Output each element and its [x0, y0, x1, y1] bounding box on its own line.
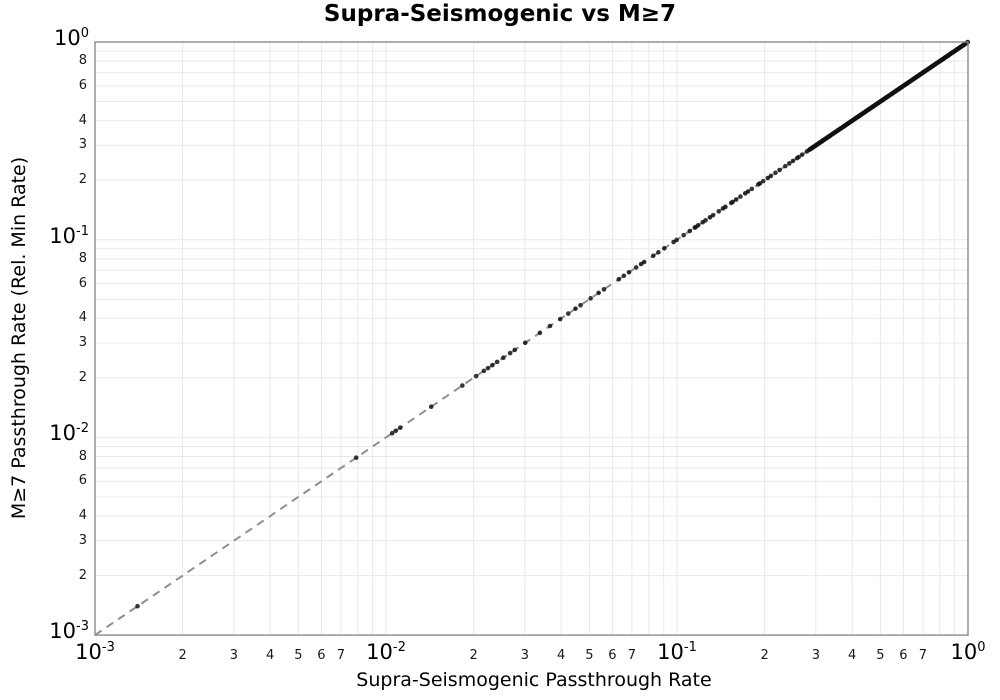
scatter-points [135, 39, 971, 609]
chart-title: Supra-Seismogenic vs M≥7 [323, 1, 677, 27]
plot-border [94, 41, 969, 636]
identity-reference-line [94, 41, 969, 636]
y-axis-title: M≥7 Passthrough Rate (Rel. Min Rate) [8, 156, 30, 520]
grid-lines [94, 42, 968, 636]
x-axis-title: Supra-Seismogenic Passthrough Rate [356, 669, 712, 691]
